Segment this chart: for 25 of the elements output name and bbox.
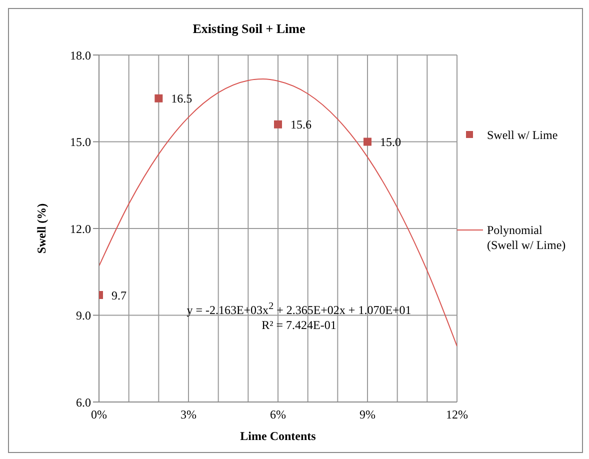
y-tick-label: 15.0 <box>70 135 91 150</box>
x-tick-label: 9% <box>360 408 376 422</box>
y-tick-label: 12.0 <box>70 222 91 236</box>
y-tick-label: 9.0 <box>76 308 91 323</box>
x-tick-label: 0% <box>91 408 107 422</box>
y-tick-label: 18.0 <box>70 48 91 62</box>
point <box>364 138 372 146</box>
legend-label: Polynomial (Swell w/ Lime) <box>487 223 567 253</box>
line-series <box>99 78 457 347</box>
data-label: 16.5 <box>171 92 192 106</box>
y-tick-label: 6.0 <box>76 395 91 410</box>
point <box>274 120 282 128</box>
x-tick-label: 6% <box>270 408 286 422</box>
legend-label: Swell w/ Lime <box>487 128 558 143</box>
data-label: 15.6 <box>290 118 312 132</box>
x-tick-label: 12% <box>446 408 468 422</box>
data-label: 9.7 <box>112 288 127 302</box>
data-label: 15.0 <box>380 135 402 150</box>
chart-title: Existing Soil + Lime <box>192 21 306 37</box>
point <box>154 94 163 102</box>
y-axis-title: Swell (%) <box>34 203 48 254</box>
x-axis-title: Lime Contents <box>240 429 316 443</box>
x-tick-label: 3% <box>180 408 196 422</box>
annotation: R² = 7.424E-01 <box>260 318 338 333</box>
annotation: y = -2.163E+03x$^{2}$ + 2.365E+02x + 1.070E+01 <box>186 300 412 318</box>
